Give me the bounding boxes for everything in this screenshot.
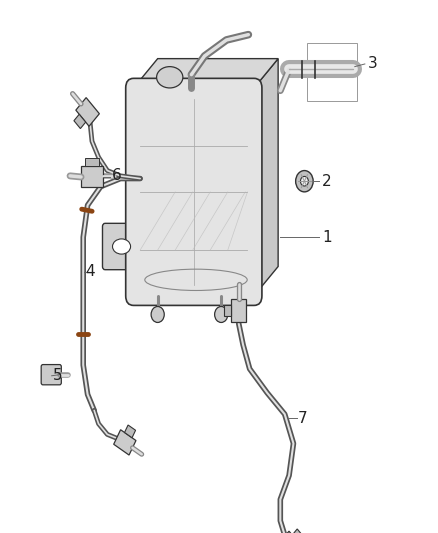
Polygon shape <box>81 166 103 187</box>
Polygon shape <box>74 114 86 128</box>
Text: 5: 5 <box>53 368 62 383</box>
Polygon shape <box>134 59 278 88</box>
Text: 4: 4 <box>85 264 95 279</box>
Polygon shape <box>292 529 304 533</box>
Text: 6: 6 <box>112 168 121 183</box>
Text: 1: 1 <box>322 230 332 245</box>
Polygon shape <box>254 59 278 296</box>
Polygon shape <box>85 158 99 166</box>
FancyBboxPatch shape <box>102 223 141 270</box>
Ellipse shape <box>157 67 183 88</box>
FancyBboxPatch shape <box>126 78 262 305</box>
Circle shape <box>300 176 308 186</box>
Text: 3: 3 <box>368 56 378 71</box>
Text: 2: 2 <box>322 174 332 189</box>
Polygon shape <box>279 531 301 533</box>
Polygon shape <box>76 98 99 126</box>
Circle shape <box>215 306 228 322</box>
Circle shape <box>296 171 313 192</box>
Polygon shape <box>231 299 246 321</box>
Polygon shape <box>224 305 231 316</box>
Polygon shape <box>124 425 136 438</box>
Polygon shape <box>114 430 136 455</box>
Ellipse shape <box>113 239 131 254</box>
Circle shape <box>151 306 164 322</box>
Text: 7: 7 <box>298 411 307 426</box>
FancyBboxPatch shape <box>41 365 61 385</box>
